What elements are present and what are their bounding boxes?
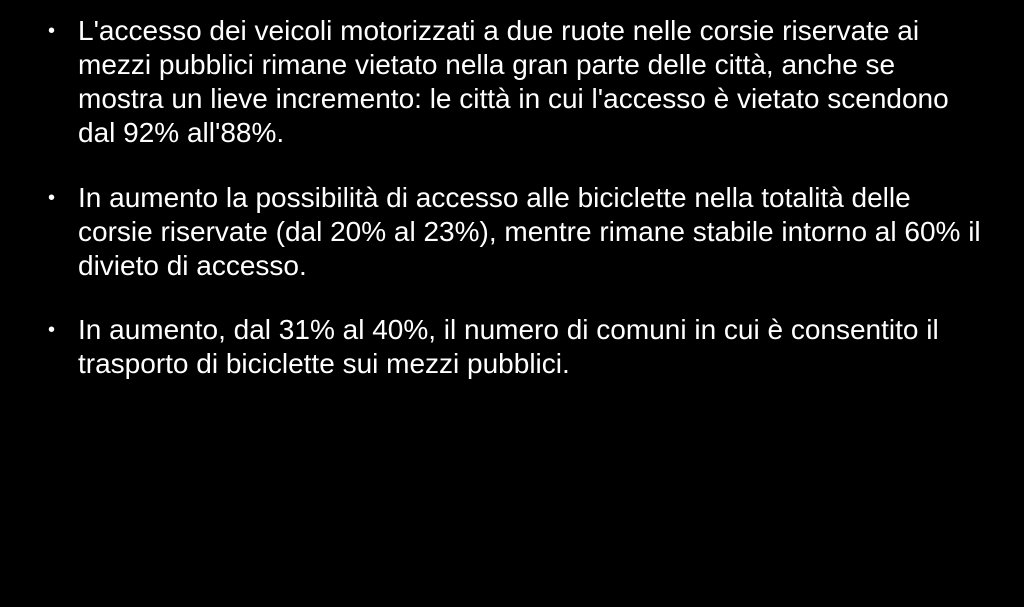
bullet-item: In aumento, dal 31% al 40%, il numero di… bbox=[60, 313, 984, 381]
bullet-text: In aumento, dal 31% al 40%, il numero di… bbox=[78, 314, 939, 379]
bullet-list: L'accesso dei veicoli motorizzati a due … bbox=[60, 14, 984, 381]
bullet-text: In aumento la possibilità di accesso all… bbox=[78, 182, 981, 281]
bullet-item: In aumento la possibilità di accesso all… bbox=[60, 181, 984, 283]
bullet-item: L'accesso dei veicoli motorizzati a due … bbox=[60, 14, 984, 151]
bullet-text: L'accesso dei veicoli motorizzati a due … bbox=[78, 15, 949, 148]
slide: L'accesso dei veicoli motorizzati a due … bbox=[0, 0, 1024, 607]
